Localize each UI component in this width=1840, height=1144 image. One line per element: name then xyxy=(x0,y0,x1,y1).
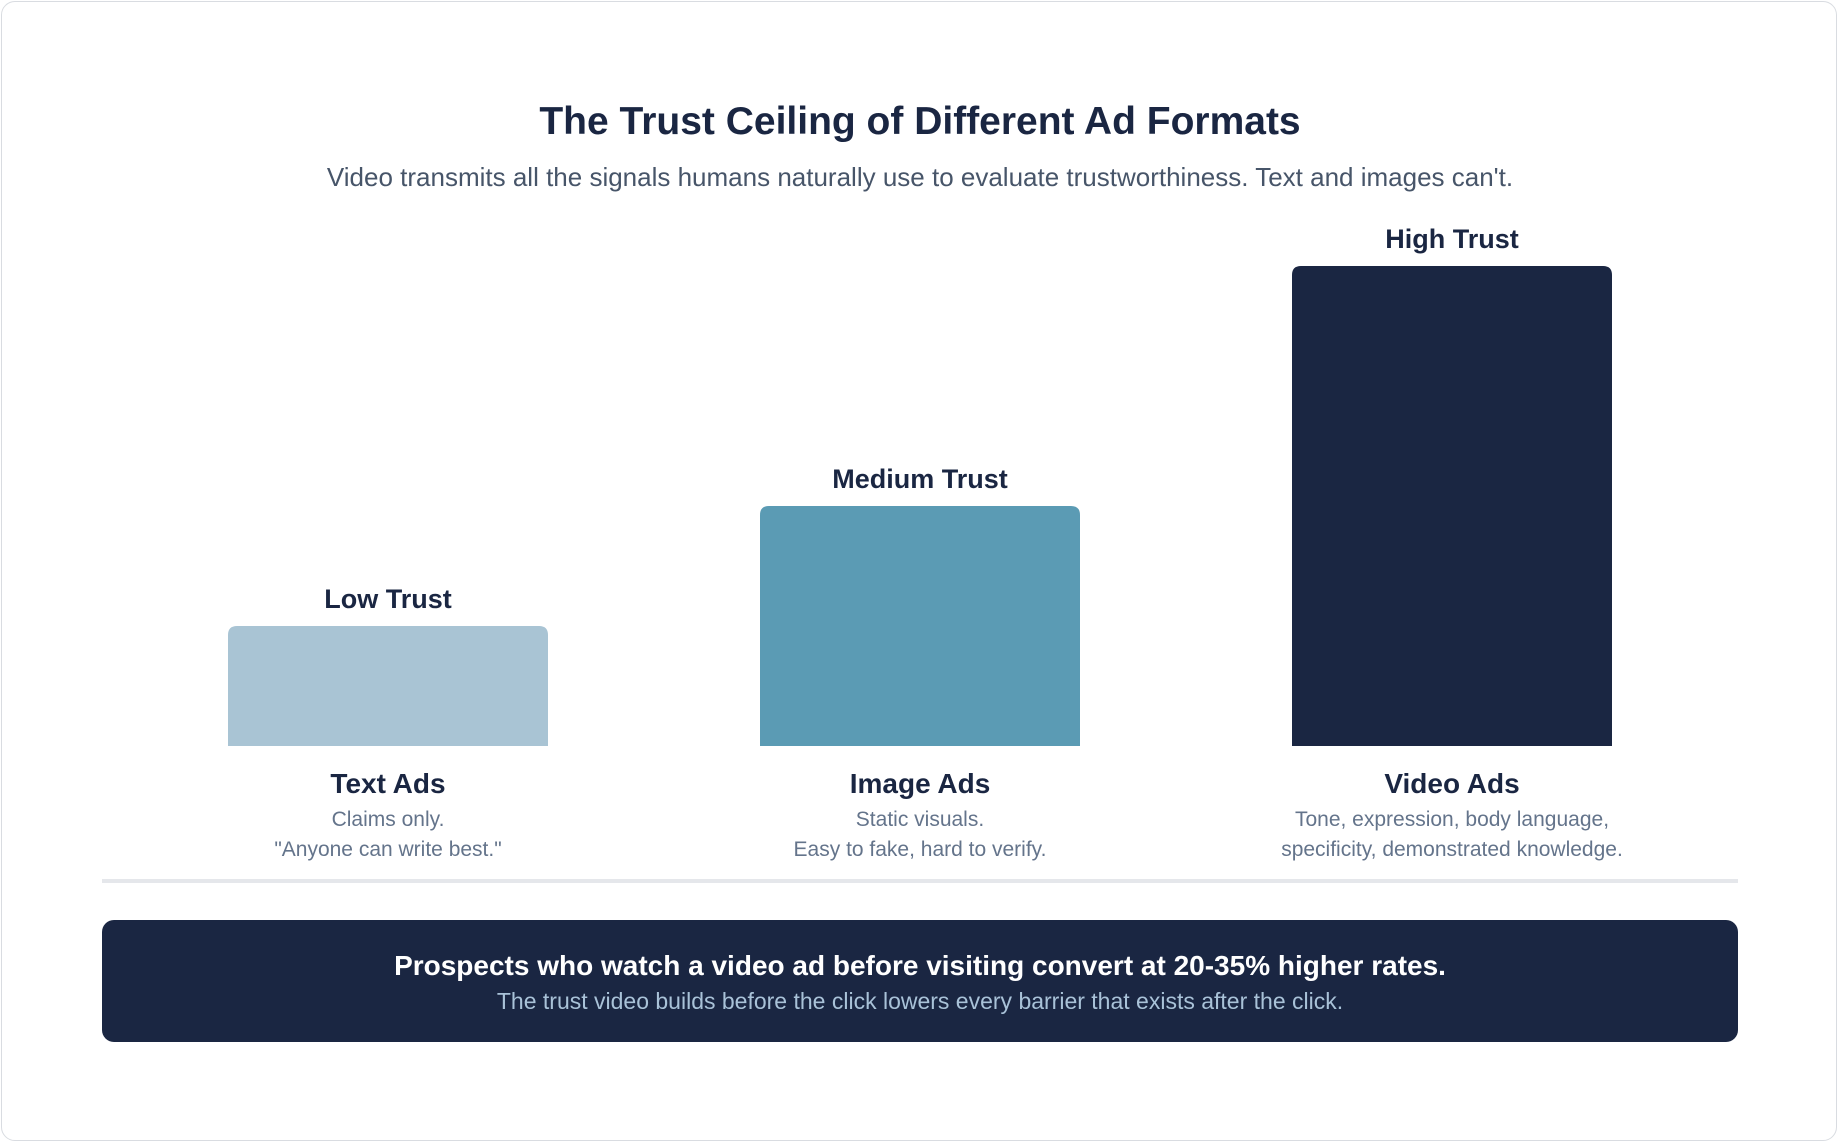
chart-title: The Trust Ceiling of Different Ad Format… xyxy=(539,100,1301,143)
category-label-video-ads: Video Ads xyxy=(1384,768,1519,799)
value-label-text-ads: Low Trust xyxy=(324,584,452,614)
value-label-video-ads: High Trust xyxy=(1385,224,1519,254)
description-video-ads-line-1: Tone, expression, body language, xyxy=(1295,808,1609,831)
chart-subtitle: Video transmits all the signals humans n… xyxy=(326,162,1514,192)
description-text-ads-line-2: "Anyone can write best." xyxy=(274,838,501,861)
banner-subtext: The trust video builds before the click … xyxy=(496,988,1344,1014)
category-label-image-ads: Image Ads xyxy=(850,768,991,799)
conclusion-banner: Prospects who watch a video ad before vi… xyxy=(102,920,1738,1042)
divider xyxy=(102,879,1738,883)
bar-image-ads xyxy=(760,506,1080,746)
value-label-image-ads: Medium Trust xyxy=(832,464,1008,494)
description-image-ads-line-2: Easy to fake, hard to verify. xyxy=(794,838,1047,861)
description-video-ads-line-2: specificity, demonstrated knowledge. xyxy=(1281,838,1623,861)
description-text-ads-line-1: Claims only. xyxy=(332,808,445,831)
category-label-text-ads: Text Ads xyxy=(330,768,445,799)
bar-text-ads xyxy=(228,626,548,746)
bar-video-ads xyxy=(1292,266,1612,746)
banner-headline: Prospects who watch a video ad before vi… xyxy=(394,950,1446,981)
description-image-ads-line-1: Static visuals. xyxy=(856,808,984,831)
